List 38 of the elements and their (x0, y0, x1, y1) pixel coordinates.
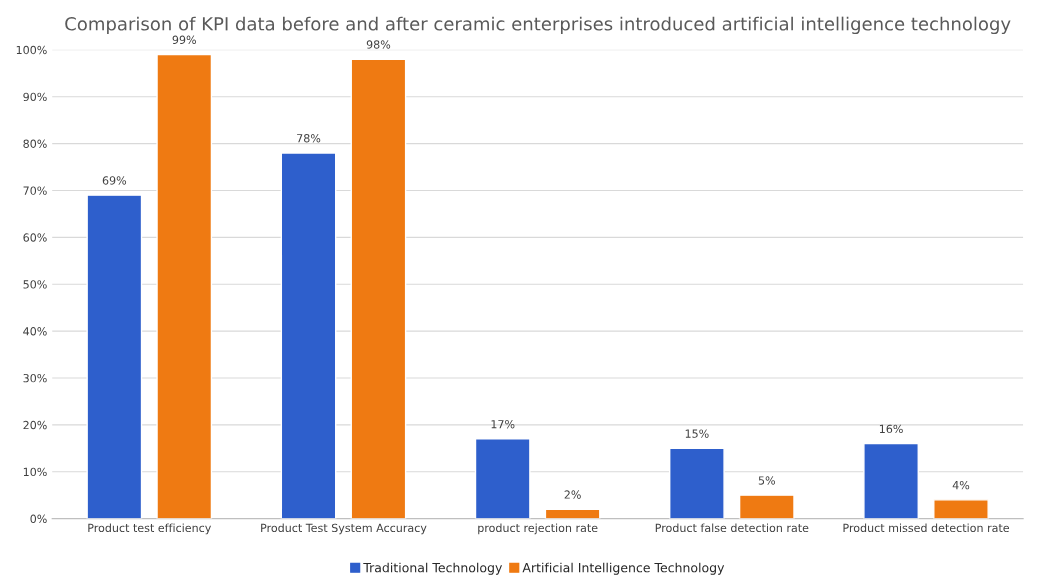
data-label: 69% (102, 176, 127, 185)
y-tick-label: 90% (23, 92, 47, 102)
y-tick-label: 30% (23, 373, 47, 383)
y-tick-label: 60% (23, 233, 47, 242)
bar (474, 438, 531, 519)
data-label: 5% (758, 476, 775, 485)
bar (933, 499, 989, 519)
data-label: 4% (952, 480, 970, 490)
data-label: 98% (366, 40, 391, 49)
y-tick-label: 20% (23, 420, 47, 430)
legend-label: Artificial Intelligence Technology (522, 562, 725, 575)
bar (86, 194, 143, 519)
y-tick-label: 100% (16, 45, 47, 55)
x-tick-label: Product false detection rate (655, 523, 809, 533)
data-label: 2% (564, 490, 581, 499)
x-tick-label: Product test efficiency (88, 523, 212, 535)
x-tick-label: Product Test System Accuracy (261, 523, 427, 535)
data-label: 17% (491, 420, 515, 429)
bar (669, 447, 725, 519)
y-tick-label: 10% (23, 467, 47, 477)
y-tick-label: 50% (23, 280, 47, 289)
y-tick-label: 40% (23, 327, 47, 336)
y-tick-label: 0% (30, 514, 47, 523)
data-label: 16% (879, 424, 903, 434)
x-tick-label: Product missed detection rate (843, 523, 1010, 533)
chart-title: Comparison of KPI data before and after ceramic enterprises introduced artificial intelligence technology (65, 16, 1011, 35)
bar (280, 152, 337, 519)
data-label: 78% (297, 134, 321, 143)
bar (863, 442, 919, 519)
legend-label: Traditional Technology (363, 562, 503, 575)
x-tick-label: product rejection rate (478, 523, 598, 535)
data-label: 15% (685, 429, 709, 438)
y-tick-label: 80% (23, 139, 47, 148)
bar (156, 53, 213, 519)
bar (738, 494, 795, 519)
y-tick-label: 70% (23, 186, 47, 195)
data-label: 99% (172, 35, 196, 45)
bar (350, 58, 407, 519)
